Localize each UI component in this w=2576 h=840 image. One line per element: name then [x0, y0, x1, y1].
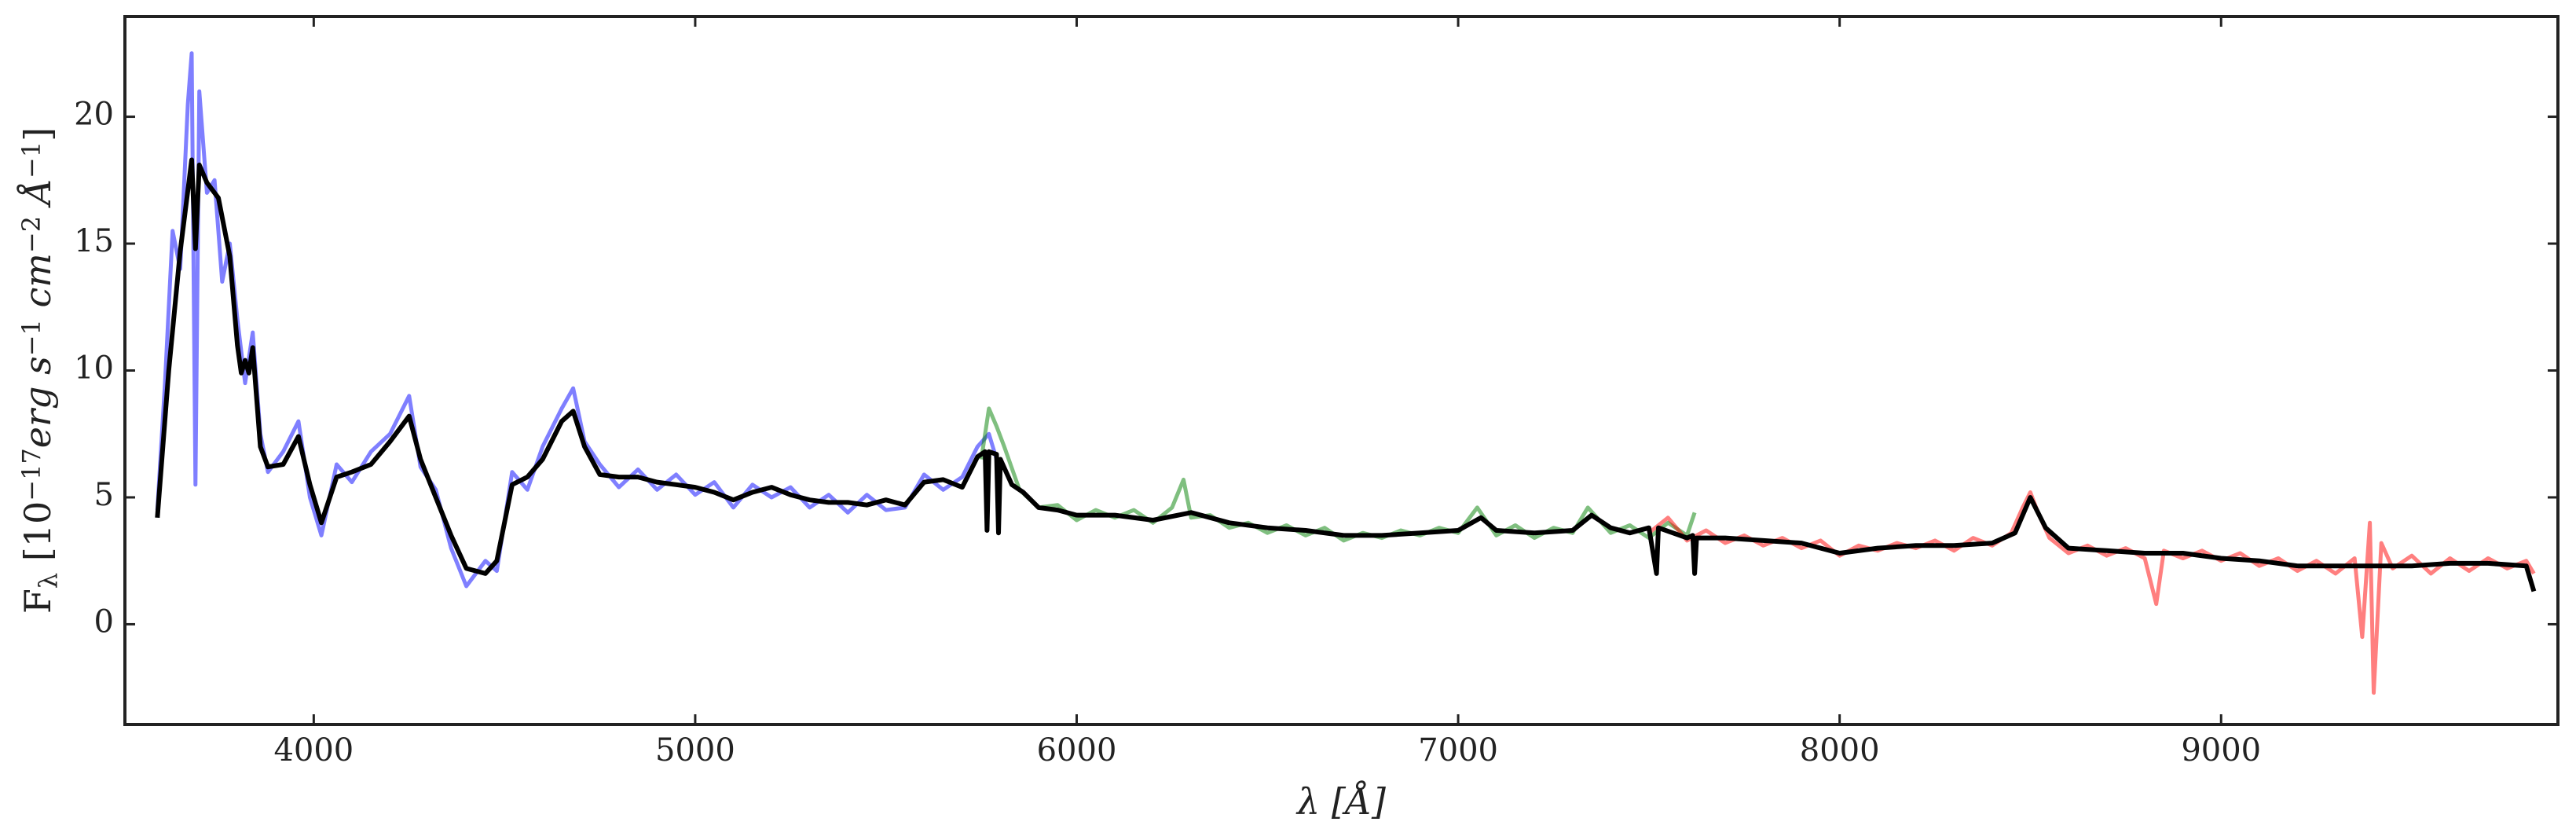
y-axis-label-part: Å: [16, 178, 59, 216]
y-tick-label: 5: [94, 477, 114, 513]
y-axis-label-part: λ: [33, 573, 63, 589]
x-tick-label: 7000: [1418, 732, 1498, 768]
y-tick-label: 15: [74, 223, 114, 259]
x-tick-label: 5000: [655, 732, 735, 768]
y-axis-label-part: −2: [16, 216, 46, 253]
axes-frame: [123, 15, 2560, 726]
y-axis-label-part: ]: [16, 127, 59, 141]
x-axis-label: λ [Å]: [1295, 779, 1386, 823]
y-tick-label: 20: [74, 97, 114, 133]
x-tick-label: 9000: [2181, 732, 2261, 768]
y-tick-label: 10: [74, 350, 114, 387]
y-tick-label: 0: [94, 603, 114, 640]
y-axis-label-part: −1: [16, 141, 46, 178]
x-tick-label: 4000: [273, 732, 354, 768]
y-axis-label-part: [10: [16, 501, 59, 573]
y-axis-label-part: −17: [16, 448, 46, 501]
x-tick-label: 8000: [1800, 732, 1880, 768]
spectrum-line: [1647, 490, 2536, 695]
y-axis-label-part: F: [16, 589, 59, 614]
y-axis-label-part: erg s: [16, 356, 59, 448]
y-axis-label-part: cm: [16, 253, 59, 319]
spectrum-line: [155, 51, 1002, 589]
y-axis-label-part: −1: [16, 319, 46, 356]
x-tick-label: 6000: [1037, 732, 1117, 768]
y-axis-label: Fλ [10−17erg s−1 cm−2 Å−1]: [16, 127, 63, 614]
x-axis-label-part: λ [Å]: [1295, 779, 1386, 823]
spectrum-line: [155, 157, 2537, 592]
